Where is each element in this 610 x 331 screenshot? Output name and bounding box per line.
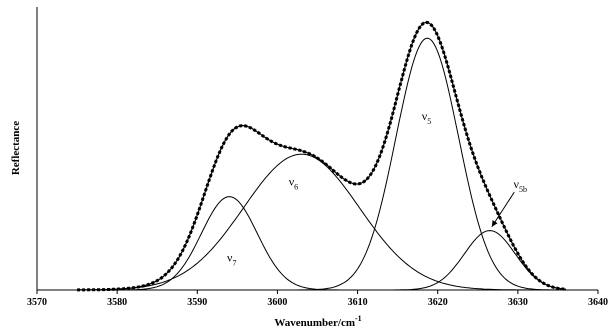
component-curves (77, 37, 566, 291)
x-tick-label: 3590 (187, 297, 207, 308)
peak-label: ν6 (289, 174, 298, 191)
x-tick-label: 3630 (508, 297, 528, 308)
component-curve (265, 37, 566, 291)
x-tick-label: 3600 (267, 297, 287, 308)
peak-label: ν5b (514, 177, 527, 194)
envelope-curves (77, 20, 567, 292)
x-tick-label: 3610 (348, 297, 368, 308)
fit-series-line (77, 21, 566, 291)
arrow-line (491, 191, 515, 228)
peak-annotations: ν7 ν6 ν5 ν5b (227, 109, 527, 268)
x-tick-label: 3640 (588, 297, 608, 308)
peak-label: ν5 (422, 109, 431, 126)
arrow-head (491, 220, 498, 227)
x-ticks: 3570 3580 3590 3600 3610 3620 3630 3640 (27, 290, 608, 308)
y-axis-label: Reflectance (10, 121, 22, 175)
component-curve (85, 196, 374, 291)
component-curve (357, 230, 566, 291)
x-tick-label: 3570 (27, 297, 47, 308)
x-axis-label: Wavenumber/cm-1 (274, 314, 361, 329)
x-tick-label: 3580 (107, 297, 127, 308)
plot-area: 3570 3580 3590 3600 3610 3620 3630 3640 ν7ν6ν5ν… (27, 7, 608, 308)
x-tick-label: 3620 (428, 297, 448, 308)
peak-label: ν7 (227, 251, 236, 268)
measured-series-line (77, 20, 567, 292)
